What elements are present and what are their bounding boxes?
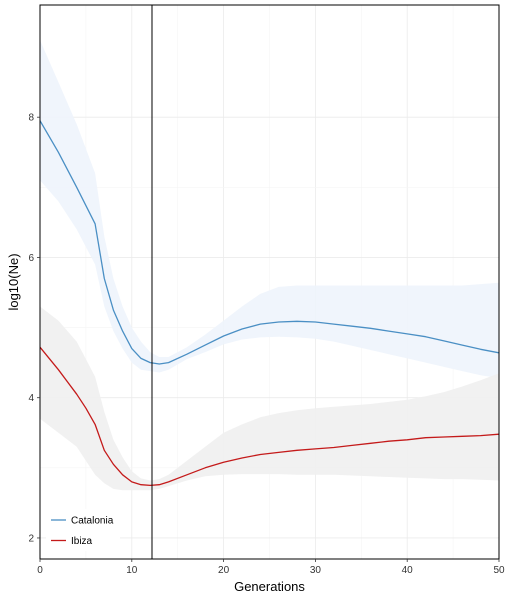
ibiza-confidence-band	[40, 306, 499, 491]
legend-background	[46, 509, 120, 551]
catalonia-line	[40, 120, 499, 365]
y-tick-label: 4	[28, 393, 34, 404]
confidence-bands	[40, 40, 499, 491]
x-tick-label: 20	[218, 565, 230, 576]
ibiza-line	[40, 346, 499, 487]
y-tick-label: 8	[28, 113, 34, 124]
y-tick-label: 2	[28, 533, 34, 544]
legend-label-catalonia: Catalonia	[71, 516, 114, 527]
x-tick-label: 0	[37, 565, 43, 576]
x-tick-label: 40	[402, 565, 414, 576]
x-tick-label: 30	[310, 565, 322, 576]
axis-ticks: 0 10 20 30 40 50 2 4 6 8	[28, 113, 505, 576]
y-axis-title: log10(Ne)	[6, 253, 21, 310]
catalonia-confidence-band	[40, 40, 499, 379]
legend: Catalonia Ibiza	[46, 509, 120, 551]
x-axis-title: Generations	[234, 579, 305, 594]
y-tick-label: 6	[28, 253, 34, 264]
legend-label-ibiza: Ibiza	[71, 536, 93, 547]
x-tick-label: 50	[493, 565, 505, 576]
x-tick-label: 10	[126, 565, 138, 576]
plot-border	[39, 4, 500, 560]
series-lines	[40, 120, 499, 487]
